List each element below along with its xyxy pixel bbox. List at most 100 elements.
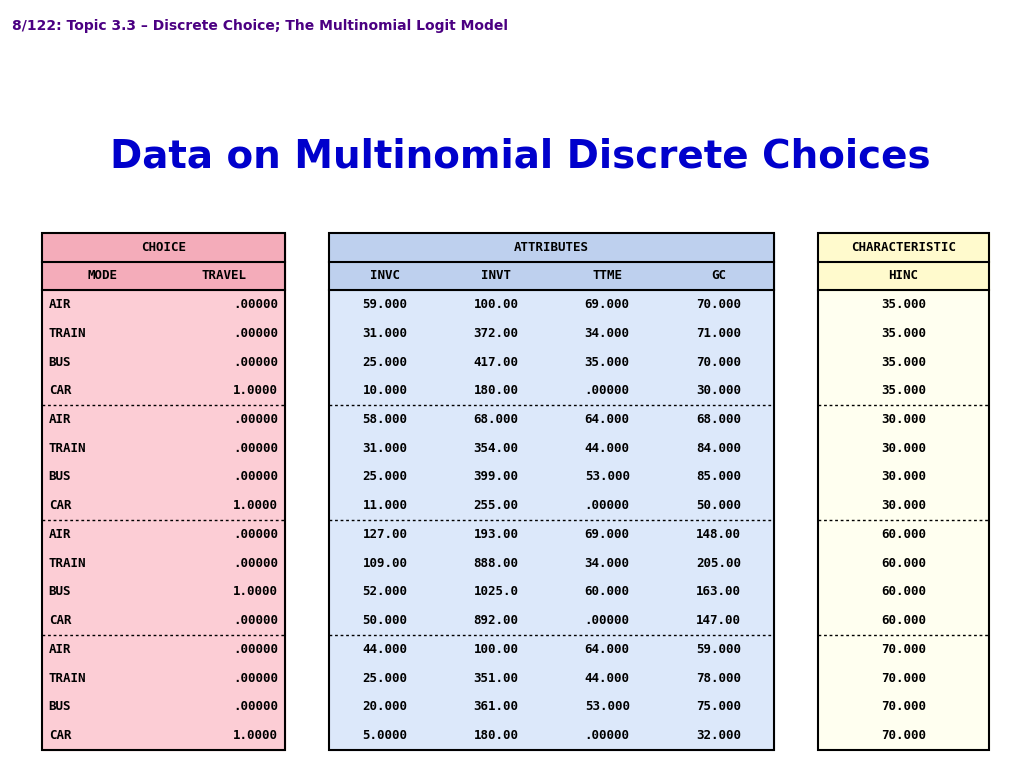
Text: 25.000: 25.000 [362, 356, 408, 369]
Text: 5.0000: 5.0000 [362, 729, 408, 742]
Text: 70.000: 70.000 [696, 298, 740, 311]
Bar [818, 606, 989, 635]
Text: 255.00: 255.00 [474, 499, 518, 512]
Bar [818, 462, 989, 492]
Text: 109.00: 109.00 [362, 557, 408, 570]
Text: 70.000: 70.000 [881, 729, 926, 742]
Text: 44.000: 44.000 [362, 643, 408, 656]
Text: 25.000: 25.000 [362, 471, 408, 484]
Text: .00000: .00000 [232, 356, 278, 369]
Text: .00000: .00000 [232, 528, 278, 541]
Text: ATTRIBUTES: ATTRIBUTES [514, 240, 589, 253]
Text: 60.000: 60.000 [881, 557, 926, 570]
Text: 70.000: 70.000 [881, 671, 926, 684]
Bar [42, 290, 285, 319]
Text: 1.0000: 1.0000 [232, 585, 278, 598]
Bar [818, 635, 989, 664]
Text: .00000: .00000 [585, 729, 630, 742]
Bar [330, 664, 774, 693]
Text: CAR: CAR [48, 499, 71, 512]
Bar [330, 376, 774, 406]
Bar [330, 693, 774, 721]
Bar [818, 376, 989, 406]
Text: 35.000: 35.000 [881, 327, 926, 340]
Text: 147.00: 147.00 [696, 614, 740, 627]
Text: 1.0000: 1.0000 [232, 499, 278, 512]
Text: 100.00: 100.00 [474, 298, 518, 311]
Bar [330, 635, 774, 664]
Text: AIR: AIR [48, 413, 71, 426]
Text: 1.0000: 1.0000 [232, 384, 278, 397]
Text: 361.00: 361.00 [474, 700, 518, 713]
Text: 127.00: 127.00 [362, 528, 408, 541]
Text: 35.000: 35.000 [585, 356, 630, 369]
Text: .00000: .00000 [232, 298, 278, 311]
Text: TRAIN: TRAIN [48, 442, 86, 455]
Text: .00000: .00000 [585, 384, 630, 397]
Text: 148.00: 148.00 [696, 528, 740, 541]
Bar [330, 348, 774, 376]
Text: 1025.0: 1025.0 [474, 585, 518, 598]
Bar [42, 664, 285, 693]
Text: .00000: .00000 [232, 700, 278, 713]
Text: 30.000: 30.000 [881, 499, 926, 512]
Text: 100.00: 100.00 [474, 643, 518, 656]
Text: 31.000: 31.000 [362, 442, 408, 455]
Text: 53.000: 53.000 [585, 700, 630, 713]
Text: 71.000: 71.000 [696, 327, 740, 340]
Text: 58.000: 58.000 [362, 413, 408, 426]
Bar [330, 721, 774, 750]
Text: 64.000: 64.000 [585, 413, 630, 426]
Text: 69.000: 69.000 [585, 298, 630, 311]
Text: 60.000: 60.000 [881, 585, 926, 598]
Text: 892.00: 892.00 [474, 614, 518, 627]
Bar [818, 693, 989, 721]
Text: 35.000: 35.000 [881, 298, 926, 311]
Text: TRAIN: TRAIN [48, 327, 86, 340]
Text: BUS: BUS [48, 356, 71, 369]
Bar [818, 233, 989, 290]
Text: INVT: INVT [481, 270, 511, 283]
Bar [42, 406, 285, 434]
Text: 70.000: 70.000 [881, 700, 926, 713]
Text: 8/122: Topic 3.3 – Discrete Choice; The Multinomial Logit Model: 8/122: Topic 3.3 – Discrete Choice; The … [12, 19, 508, 33]
Text: 68.000: 68.000 [474, 413, 518, 426]
Text: 85.000: 85.000 [696, 471, 740, 484]
Bar [42, 348, 285, 376]
Bar [42, 549, 285, 578]
Text: .00000: .00000 [232, 327, 278, 340]
Bar [330, 520, 774, 549]
Text: .00000: .00000 [232, 671, 278, 684]
Text: HINC: HINC [889, 270, 919, 283]
Text: AIR: AIR [48, 528, 71, 541]
Text: CAR: CAR [48, 614, 71, 627]
Bar [818, 721, 989, 750]
Text: 205.00: 205.00 [696, 557, 740, 570]
Text: 35.000: 35.000 [881, 356, 926, 369]
Bar [42, 376, 285, 406]
Text: 70.000: 70.000 [881, 643, 926, 656]
Bar [330, 462, 774, 492]
Text: 64.000: 64.000 [585, 643, 630, 656]
Text: CAR: CAR [48, 729, 71, 742]
Bar [42, 520, 285, 549]
Text: 60.000: 60.000 [881, 528, 926, 541]
Bar [42, 233, 285, 750]
Text: TRAVEL: TRAVEL [202, 270, 247, 283]
Text: 52.000: 52.000 [362, 585, 408, 598]
Text: 1.0000: 1.0000 [232, 729, 278, 742]
Text: .00000: .00000 [585, 499, 630, 512]
Text: AIR: AIR [48, 298, 71, 311]
Bar [42, 233, 285, 290]
Text: 60.000: 60.000 [881, 614, 926, 627]
Bar [818, 406, 989, 434]
Text: 50.000: 50.000 [696, 499, 740, 512]
Text: .00000: .00000 [232, 471, 278, 484]
Text: 193.00: 193.00 [474, 528, 518, 541]
Bar [818, 319, 989, 348]
Text: 69.000: 69.000 [585, 528, 630, 541]
Text: 399.00: 399.00 [474, 471, 518, 484]
Bar [330, 434, 774, 462]
Text: 351.00: 351.00 [474, 671, 518, 684]
Text: 354.00: 354.00 [474, 442, 518, 455]
